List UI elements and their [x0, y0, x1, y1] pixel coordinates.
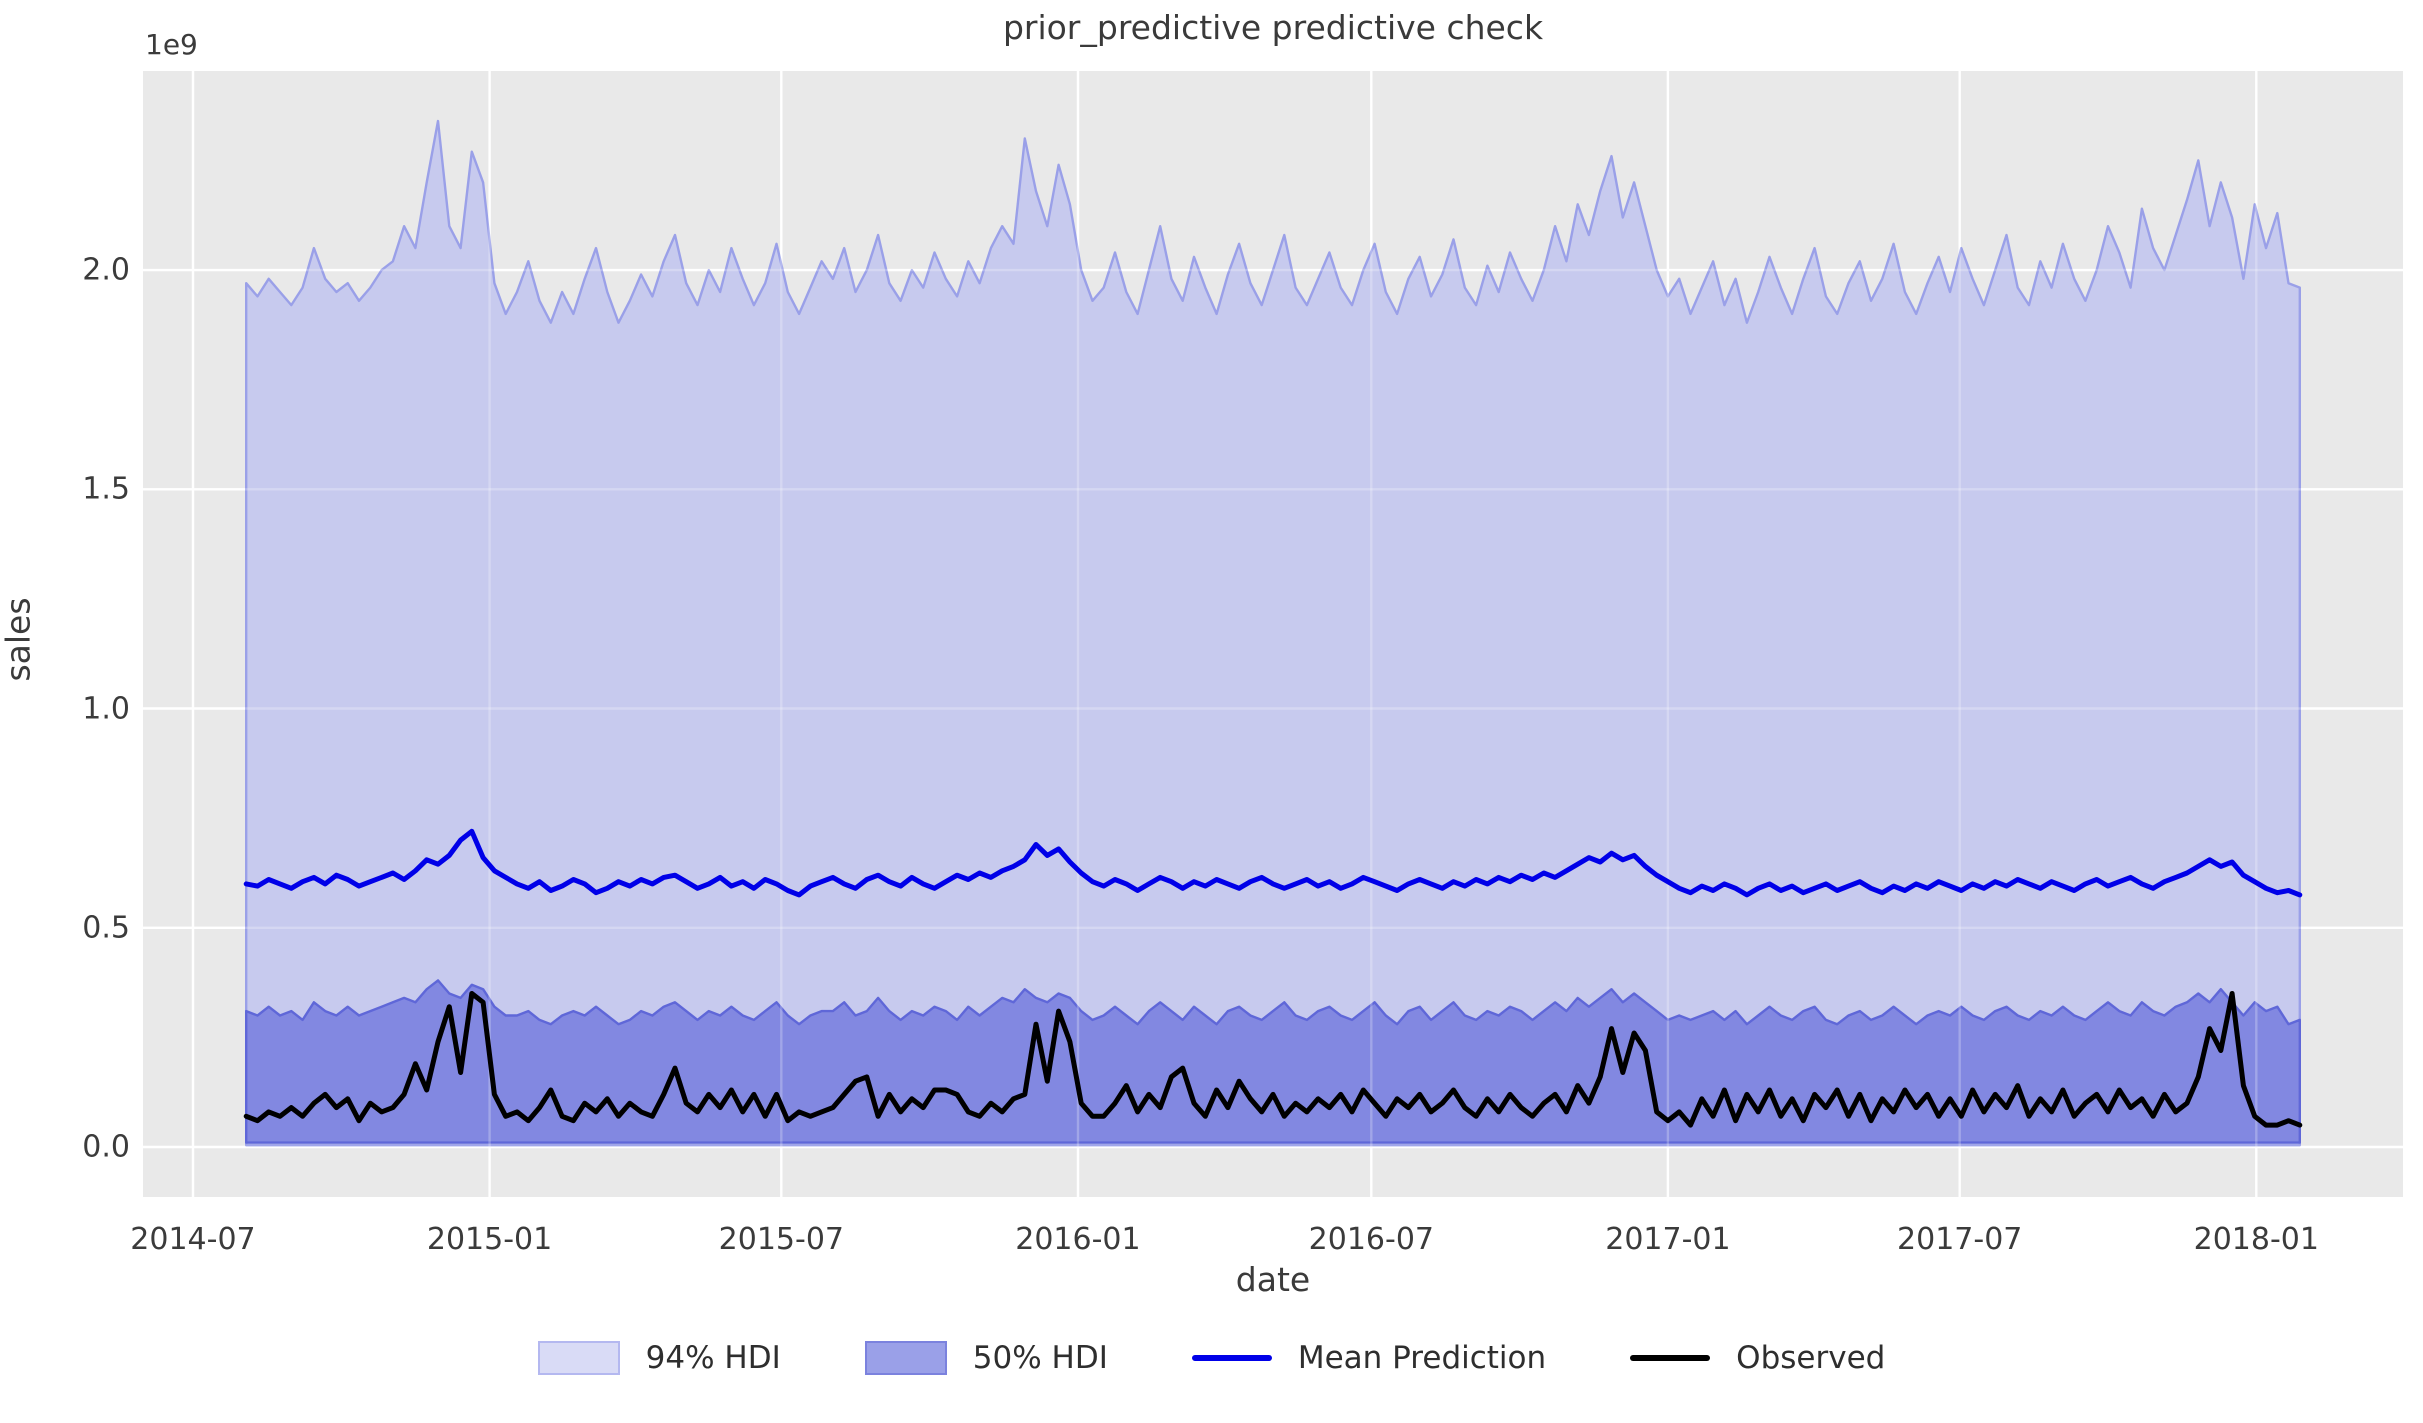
hdi-50-swatch-icon — [864, 1341, 947, 1375]
legend-label: 50% HDI — [972, 1340, 1108, 1376]
legend: 94% HDI 50% HDI Mean Prediction Observed — [0, 1340, 2423, 1376]
x-tick-label: 2015-07 — [718, 1222, 845, 1257]
x-tick-label: 2018-01 — [2193, 1222, 2319, 1257]
observed-line-icon — [1630, 1355, 1711, 1361]
mean-prediction-line — [243, 828, 2303, 898]
y-tick-label: 2.0 — [82, 252, 130, 288]
x-tick-label: 2017-01 — [1605, 1222, 1731, 1257]
chart-title: prior_predictive predictive check — [1002, 8, 1544, 47]
legend-item-observed: Observed — [1630, 1340, 1885, 1376]
y-tick-label: 1.5 — [82, 471, 130, 507]
x-tick-label: 2017-07 — [1897, 1222, 2023, 1257]
legend-label: 94% HDI — [645, 1340, 781, 1376]
y-axis-offset-label: 1e9 — [145, 28, 198, 61]
x-tick-label: 2016-07 — [1308, 1222, 1434, 1257]
y-tick-label: 1.0 — [82, 691, 130, 727]
x-tick-label: 2015-01 — [426, 1222, 553, 1257]
hdi-94-swatch-icon — [537, 1341, 620, 1375]
legend-label: Observed — [1736, 1340, 1886, 1376]
y-tick-label: 0.0 — [82, 1129, 130, 1165]
observed-line — [243, 991, 2303, 1128]
legend-item-mean-prediction: Mean Prediction — [1191, 1340, 1547, 1376]
y-tick-label: 0.5 — [82, 910, 130, 946]
legend-item-94-hdi: 94% HDI — [537, 1340, 781, 1376]
legend-item-50-hdi: 50% HDI — [864, 1340, 1108, 1376]
x-axis-label: date — [1235, 1260, 1311, 1299]
mean-line-icon — [1191, 1355, 1272, 1361]
legend-label: Mean Prediction — [1297, 1340, 1547, 1376]
x-tick-label: 2014-07 — [130, 1222, 256, 1257]
gridlines-overlay — [143, 71, 2403, 1197]
x-tick-label: 2016-01 — [1015, 1222, 1141, 1257]
